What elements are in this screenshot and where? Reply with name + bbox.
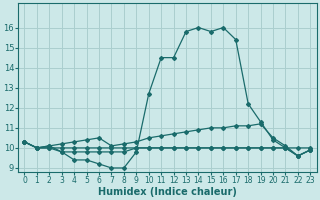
X-axis label: Humidex (Indice chaleur): Humidex (Indice chaleur) <box>98 187 237 197</box>
